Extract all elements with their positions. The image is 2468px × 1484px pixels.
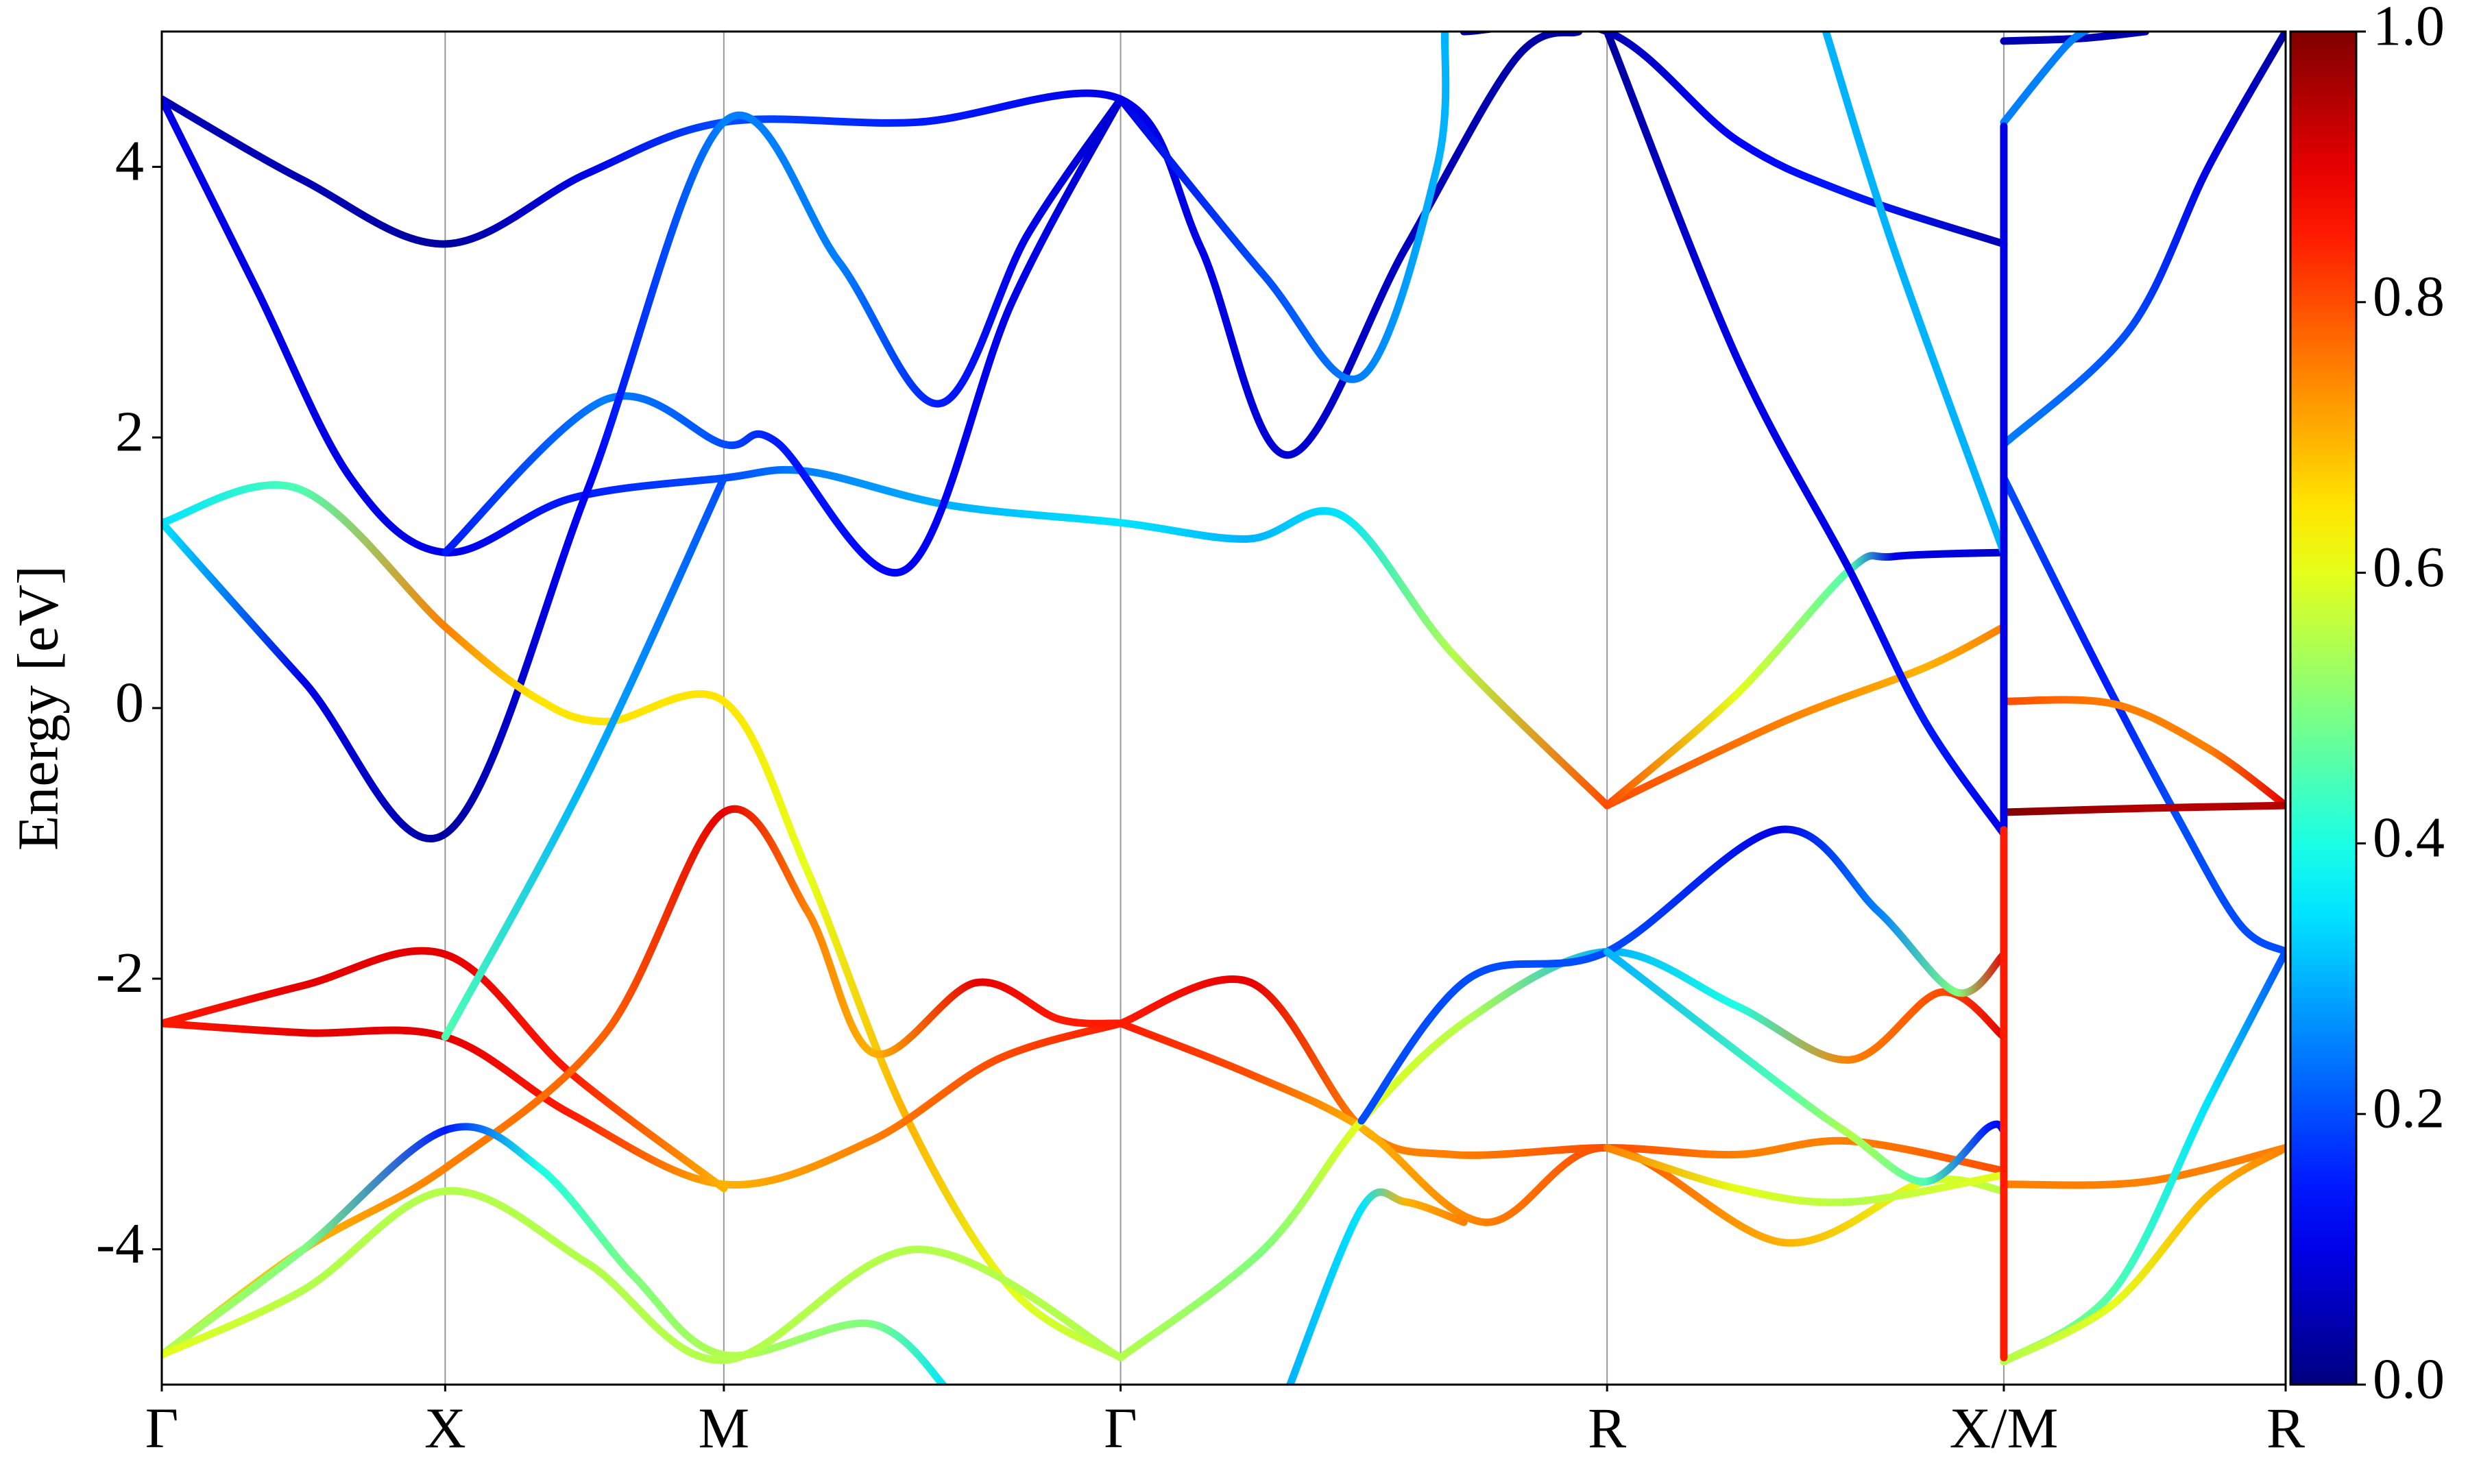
band	[162, 95, 1125, 843]
band	[1603, 947, 2008, 1186]
band	[162, 1187, 1125, 1364]
x-tick-label: M	[699, 1396, 750, 1460]
plot-frame	[160, 30, 2287, 1386]
band	[162, 1019, 1125, 1189]
band	[2000, 1144, 2286, 1365]
band	[1822, 32, 2008, 557]
band	[162, 947, 728, 1193]
band	[1117, 32, 1450, 383]
colorbar-tick-label: 0.8	[2373, 265, 2445, 328]
band	[1357, 825, 2008, 1125]
band	[2000, 1144, 2286, 1189]
x-tick-label: Γ	[1104, 1396, 1137, 1460]
y-tick-label: 2	[115, 400, 144, 463]
band	[2000, 32, 2093, 126]
band	[162, 95, 1611, 810]
band	[1117, 975, 2008, 1175]
band	[441, 474, 728, 1041]
band	[1603, 32, 2008, 838]
band	[1603, 1144, 2008, 1206]
band	[162, 481, 1125, 1362]
y-tick-label: 4	[115, 130, 144, 193]
band	[1460, 32, 2008, 248]
colorbar-tick-label: 0.6	[2373, 535, 2445, 599]
colorbar-tick-label: 0.4	[2373, 806, 2445, 870]
band	[162, 32, 1583, 459]
x-tick-label: R	[1588, 1396, 1626, 1460]
colorbar-tick-label: 1.0	[2373, 0, 2445, 58]
band	[2000, 32, 2286, 448]
colorbar-tick-label: 0.0	[2373, 1347, 2445, 1411]
band	[2000, 474, 2286, 956]
colorbar-tick-label: 0.2	[2373, 1076, 2445, 1140]
band	[2000, 32, 2150, 45]
bands	[162, 32, 2286, 1385]
x-tick-label: Γ	[145, 1396, 179, 1460]
y-tick-label: -2	[96, 941, 144, 1005]
band	[162, 805, 1125, 1359]
band	[1285, 1188, 1468, 1385]
band	[1603, 548, 2008, 810]
x-tick-label: X/M	[1950, 1396, 2059, 1460]
band	[1117, 1019, 2008, 1247]
y-axis-label: Energy [eV]	[6, 565, 70, 851]
band	[2000, 696, 2286, 810]
band	[2000, 801, 2286, 816]
band	[441, 95, 1125, 576]
band	[162, 1123, 948, 1385]
y-tick-label: 0	[115, 670, 144, 734]
colorbar	[2289, 30, 2358, 1386]
y-tick-label: -4	[96, 1212, 144, 1276]
x-tick-label: X	[424, 1396, 466, 1460]
x-tick-label: R	[2266, 1396, 2305, 1460]
band	[1603, 623, 2008, 810]
